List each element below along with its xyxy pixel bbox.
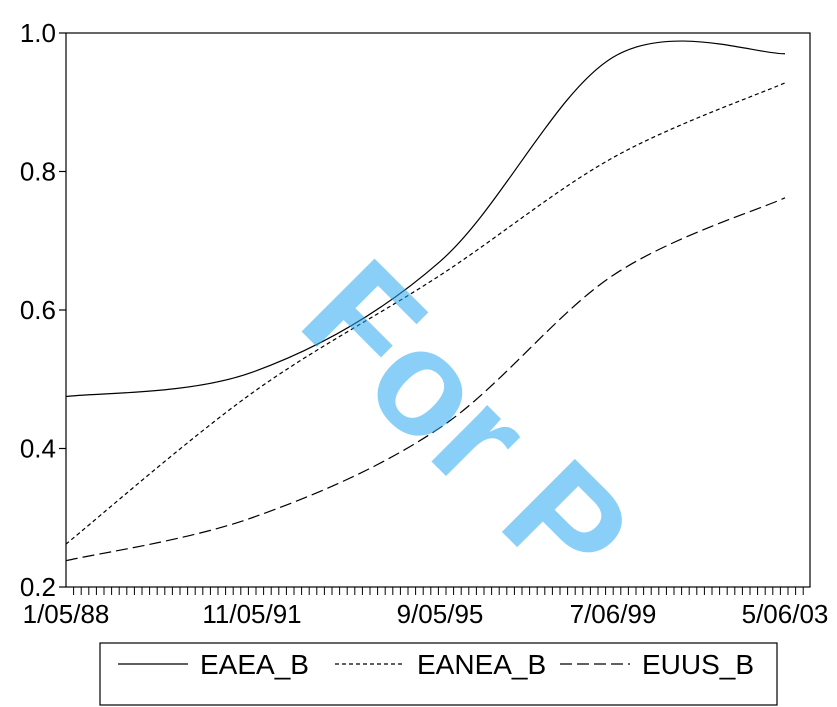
x-axis: 1/05/88 11/05/91 9/05/95 7/06/99 5/06/03 <box>23 587 829 629</box>
y-tick-label: 0.2 <box>20 572 56 602</box>
x-tick-label: 1/05/88 <box>23 599 110 629</box>
legend-label: EUUS_B <box>642 649 754 680</box>
legend-label: EAEA_B <box>200 649 309 680</box>
y-tick-label: 1.0 <box>20 18 56 48</box>
legend-label: EANEA_B <box>417 649 546 680</box>
y-tick-label: 0.8 <box>20 157 56 187</box>
legend: EAEA_B EANEA_B EUUS_B <box>100 643 777 705</box>
x-tick-label: 9/05/95 <box>397 599 484 629</box>
x-tick-label: 7/06/99 <box>570 599 657 629</box>
y-tick-label: 0.6 <box>20 295 56 325</box>
y-axis: 0.2 0.4 0.6 0.8 1.0 <box>20 18 66 602</box>
x-tick-label: 5/06/03 <box>742 599 829 629</box>
x-tick-label: 11/05/91 <box>202 599 301 629</box>
y-tick-label: 0.4 <box>20 434 56 464</box>
watermark: For P <box>272 228 662 618</box>
